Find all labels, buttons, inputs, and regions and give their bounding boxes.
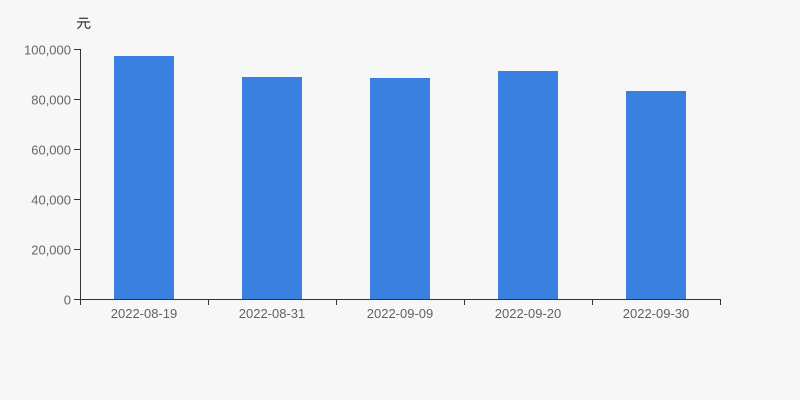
- bar[interactable]: [498, 71, 558, 299]
- x-axis-tick: [80, 300, 81, 305]
- x-axis-line: [80, 299, 721, 300]
- y-axis-tick-label: 40,000: [31, 192, 71, 207]
- x-axis-category-label: 2022-09-20: [494, 306, 562, 321]
- x-axis-tick: [720, 300, 721, 305]
- bar[interactable]: [370, 78, 430, 299]
- x-axis-category-label: 2022-09-30: [622, 306, 690, 321]
- bar[interactable]: [626, 90, 686, 299]
- y-axis-tick: [74, 49, 80, 50]
- x-axis-tick: [592, 300, 593, 305]
- y-axis-tick: [74, 199, 80, 200]
- bar[interactable]: [114, 56, 174, 299]
- y-axis-line: [80, 49, 81, 300]
- yuan-unit-icon: [76, 17, 91, 30]
- x-axis-tick: [336, 300, 337, 305]
- y-axis-tick: [74, 249, 80, 250]
- x-axis-category-label: 2022-08-31: [238, 306, 306, 321]
- x-axis-category-label: 2022-09-09: [366, 306, 434, 321]
- bar[interactable]: [242, 77, 302, 299]
- y-axis-tick-label: 80,000: [31, 92, 71, 107]
- y-axis-tick-label: 0: [63, 292, 71, 307]
- y-axis-tick-label: 100,000: [24, 42, 71, 57]
- y-axis-tick: [74, 99, 80, 100]
- y-axis-tick-label: 60,000: [31, 142, 71, 157]
- x-axis-tick: [464, 300, 465, 305]
- x-axis-tick: [208, 300, 209, 305]
- y-axis-tick: [74, 299, 80, 300]
- y-axis-tick: [74, 149, 80, 150]
- y-axis-tick-label: 20,000: [31, 242, 71, 257]
- x-axis-category-label: 2022-08-19: [110, 306, 178, 321]
